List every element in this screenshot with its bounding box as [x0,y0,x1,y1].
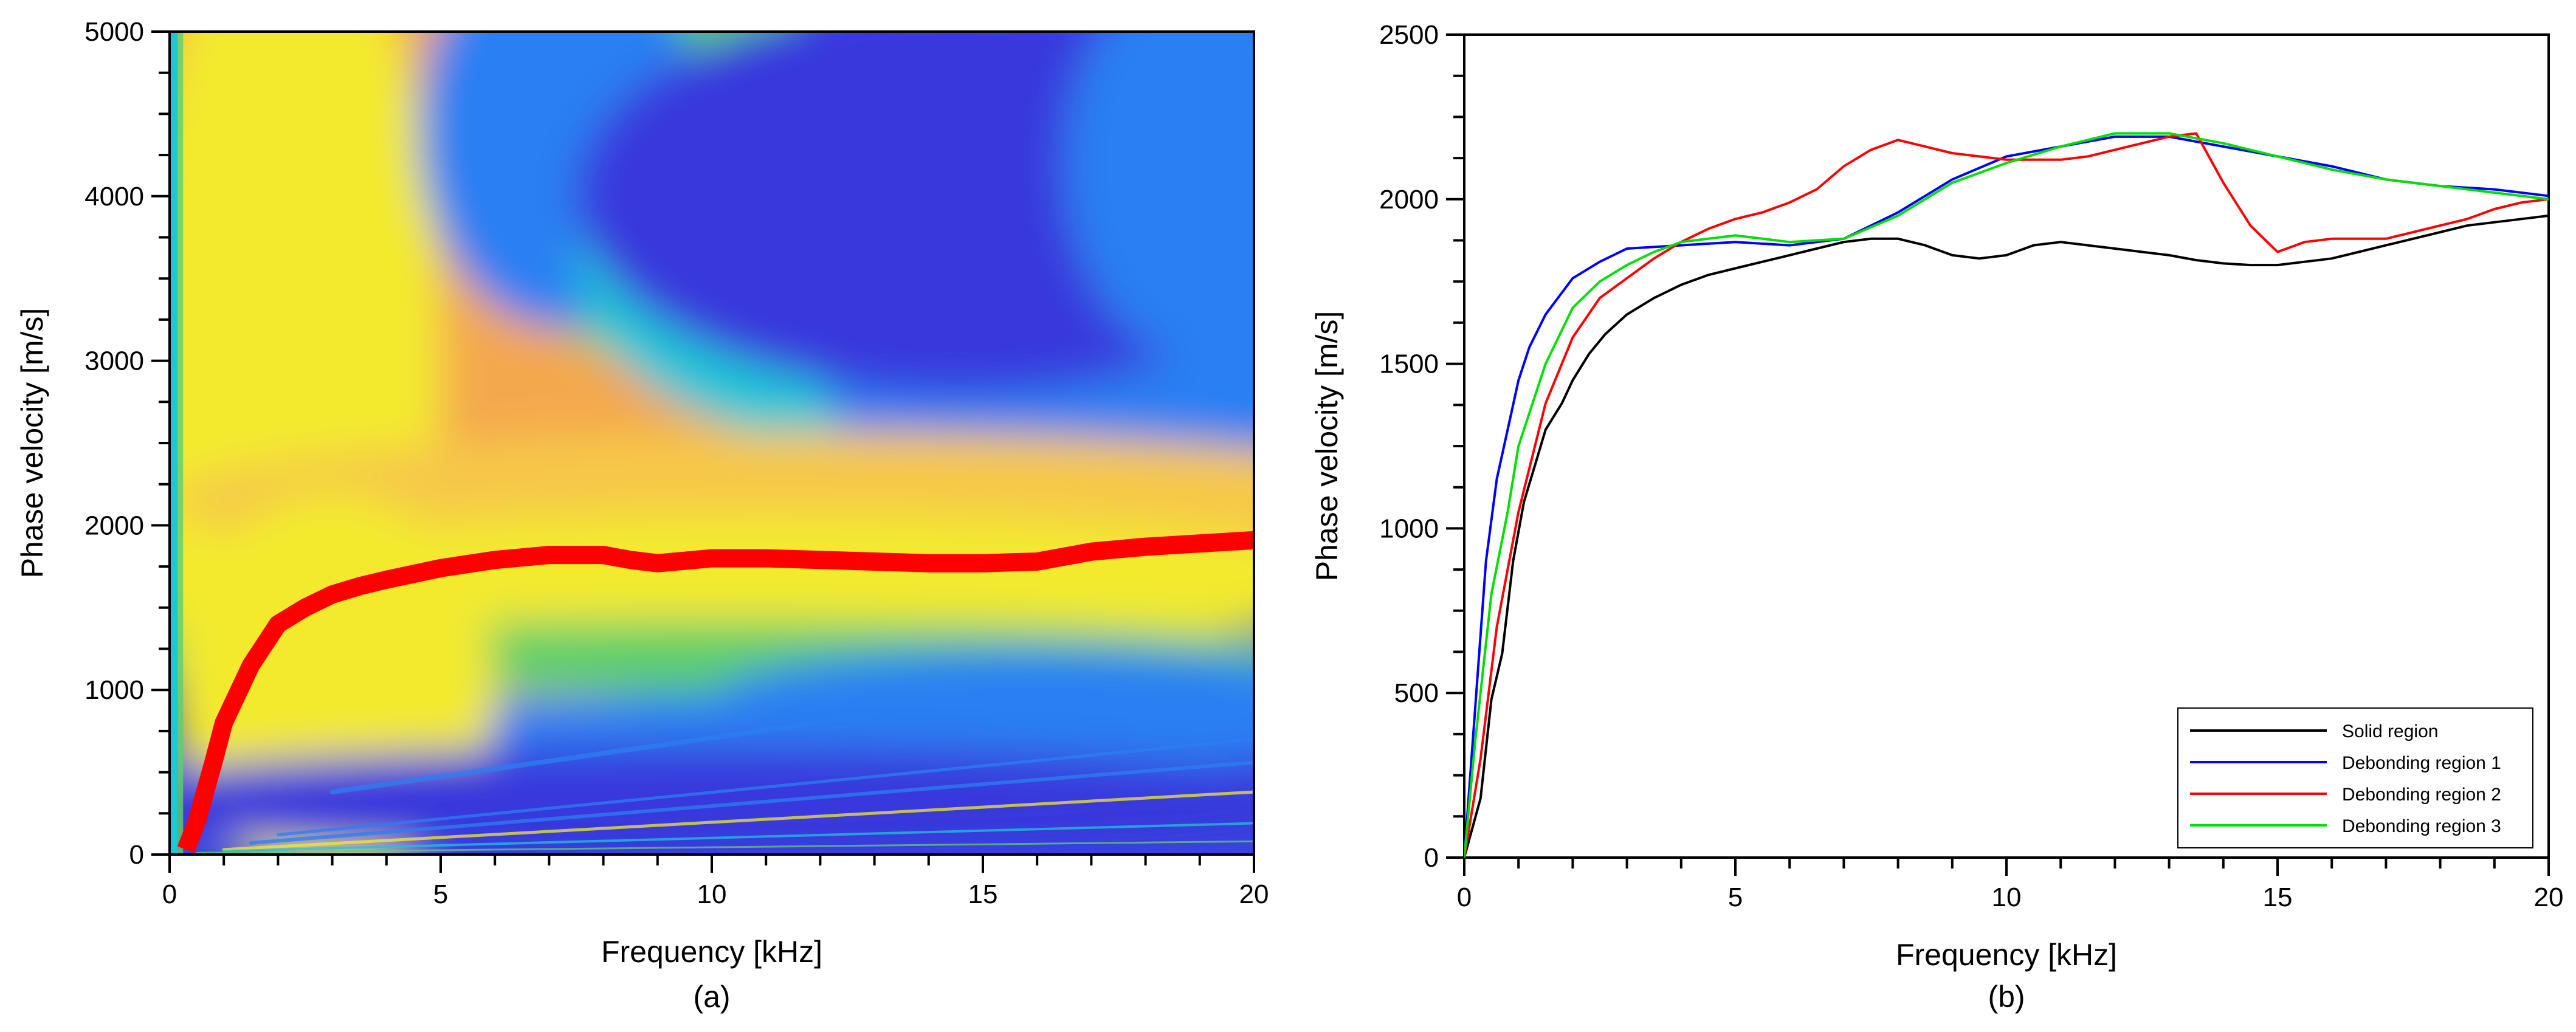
line-chart-x-tick-label: 5 [1728,882,1743,912]
legend-label-debond-1: Debonding region 1 [2342,753,2501,773]
heatmap-region [712,648,1254,748]
heatmap-striation [249,760,1254,845]
heatmap-striation [222,822,1254,853]
series-line-solid [1464,214,2549,858]
heatmap-x-tick-label: 5 [433,879,448,909]
series-line-debond-2 [1464,132,2549,858]
line-chart-x-tick-label: 20 [2534,882,2564,912]
heatmap-y-tick-label: 1000 [84,675,144,705]
heatmap-region [1064,32,1254,361]
legend-label-solid: Solid region [2342,721,2438,741]
legend-label-debond-3: Debonding region 3 [2342,816,2501,836]
heatmap-striation [329,712,877,795]
heatmap-striation [196,840,1254,854]
heatmap-y-tick-label: 4000 [84,182,144,212]
heatmap-x-tick-label: 20 [1239,879,1269,909]
line-chart-x-tick-label: 10 [1992,882,2022,912]
panel-label-a: (a) [693,980,730,1014]
legend: Solid region Debonding region 1 Debondin… [2177,707,2533,848]
heatmap-x-tick-label: 0 [162,879,177,909]
legend-label-debond-2: Debonding region 2 [2342,785,2501,805]
heatmap-y-tick-label: 5000 [84,17,144,47]
line-chart-y-tick-label: 2500 [1379,20,1439,50]
heatmap-x-axis-title: Frequency [kHz] [601,935,822,969]
line-chart-y-tick-label: 1500 [1379,349,1439,379]
heatmap-x-tick-label: 15 [968,879,998,909]
heatmap-y-tick-label: 3000 [84,346,144,376]
heatmap-low-freq-band [170,32,178,855]
panel-label-b: (b) [1988,980,2025,1014]
line-chart-panel: 0 5 10 15 20 0 500 1000 1500 2000 2500 Frequency [… [1310,20,2563,1014]
heatmap-low-freq-band [177,32,184,855]
heatmap-image [170,32,1254,855]
line-chart-x-axis-title: Frequency [kHz] [1896,938,2117,972]
line-chart-y-tick-label: 2000 [1379,185,1439,215]
heatmap-striation [276,737,1254,837]
heatmap-striation [222,790,1254,851]
heatmap-x-tick-label: 10 [697,879,727,909]
heatmap-y-tick-label: 0 [129,840,144,870]
line-chart-y-axis-title: Phase velocity [m/s] [1310,311,1344,582]
line-chart-y-tick-label: 500 [1394,678,1439,708]
line-chart-x-tick-label: 0 [1457,882,1472,912]
heatmap-y-axis-title: Phase velocity [m/s] [15,308,49,579]
series-line-debond-3 [1464,132,2549,858]
series-line-debond-1 [1464,135,2549,858]
line-chart-y-tick-label: 1000 [1379,514,1439,543]
line-chart-x-tick-label: 15 [2263,882,2293,912]
heatmap-panel: 0 5 10 15 20 0 1000 2000 3000 4000 5000 Frequency … [15,17,1269,1014]
heatmap-y-tick-label: 2000 [84,511,144,540]
heatmap-region [170,748,1254,855]
dispersion-ridge [177,531,1255,853]
line-chart-y-tick-label: 0 [1424,843,1439,873]
